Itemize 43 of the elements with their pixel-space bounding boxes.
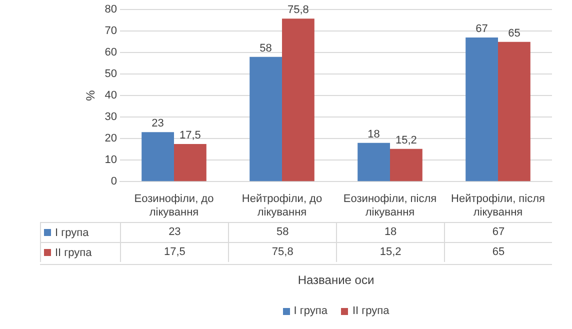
x-tick-label: Нейтрофіли, після лікування: [451, 193, 545, 218]
text: 65: [508, 27, 520, 40]
bar: [358, 142, 390, 182]
text: 75,8: [287, 4, 309, 16]
y-axis-title: %: [84, 90, 98, 101]
data-label: 18: [336, 222, 444, 242]
data-label: 17,5: [120, 242, 228, 262]
text: I група: [294, 305, 328, 317]
y-tick-label: 50: [104, 68, 117, 80]
bar: [498, 42, 530, 182]
y-tick-label: 80: [104, 4, 117, 16]
y-tick-label: 70: [104, 25, 117, 38]
text: 58: [260, 42, 272, 54]
y-tick-label: 30: [104, 111, 117, 124]
x-axis-title: Название оси: [296, 273, 376, 287]
y-tick-label: 40: [104, 90, 117, 102]
data-label: 75,8: [228, 242, 336, 262]
y-tick-label: 20: [104, 132, 117, 145]
x-tick-label: Нейтрофіли, до лікування: [242, 193, 322, 218]
x-tick-label: Еозинофіли, до лікування: [134, 193, 214, 218]
text: 17,5: [179, 130, 201, 142]
data-label: 58: [228, 222, 336, 242]
legend-label: I група: [55, 226, 89, 238]
data-label: 67: [444, 222, 552, 242]
data-label: 15,2: [336, 242, 444, 262]
bar: [390, 148, 422, 182]
text: 23: [152, 118, 164, 130]
bar: [174, 144, 206, 182]
bar: [142, 132, 174, 182]
y-tick-label: 10: [104, 154, 117, 166]
text: II група: [352, 305, 390, 317]
text: 67: [476, 23, 488, 36]
bar: [250, 56, 282, 182]
data-label: 65: [444, 242, 552, 262]
text: 18: [368, 128, 380, 140]
text: 15,2: [395, 134, 417, 146]
y-tick-label: 60: [104, 46, 117, 59]
data-label: 23: [120, 222, 228, 242]
bar: [466, 38, 498, 182]
legend-label: II група: [55, 246, 92, 258]
y-tick-label: 0: [110, 176, 117, 188]
x-tick-label: Еозинофіли, після лікування: [343, 193, 437, 218]
bar: [282, 18, 314, 182]
